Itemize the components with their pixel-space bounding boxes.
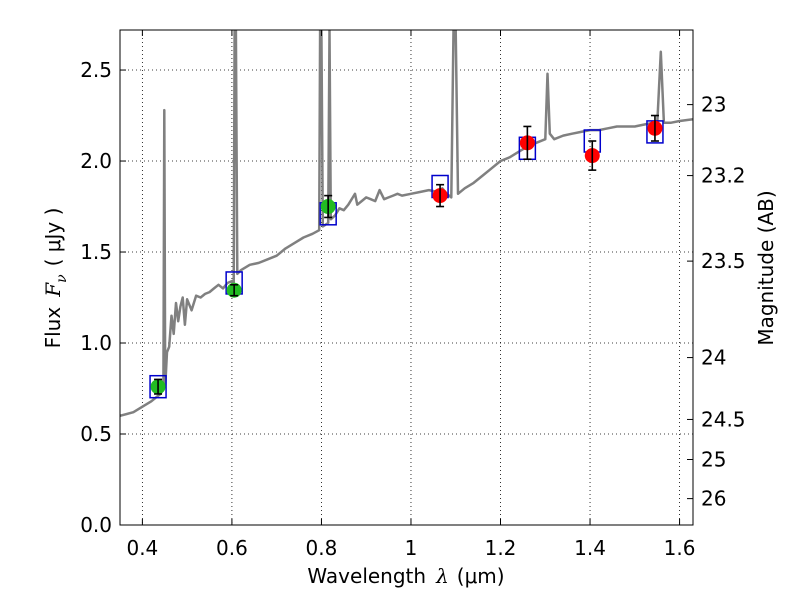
y-axis-title-text: Flux [41, 307, 65, 349]
y2-axis-title: Magnitude (AB) [754, 190, 778, 345]
observed-point-1-1 [519, 125, 535, 161]
observed-point-1-0 [432, 183, 448, 208]
x-tick-label-0: 0.4 [126, 536, 158, 560]
x-tick-label-6: 1.6 [664, 536, 696, 560]
y-tick-label-4: 2.0 [80, 149, 112, 173]
y2-tick-label-1: 23.2 [701, 164, 746, 188]
observed-point-1-3 [647, 114, 663, 142]
y-axis-title: Flux Fν ( μJy ) [41, 208, 70, 349]
model-spectrum-layer [120, 30, 693, 418]
observed-point-0-0 [150, 378, 166, 395]
x-tick-label-2: 0.8 [306, 536, 338, 560]
x-axis-title-text: Wavelength [307, 564, 426, 588]
y-tick-label-1: 0.5 [80, 422, 112, 446]
x-tick-label-5: 1.4 [574, 536, 606, 560]
x-axis-title-symbol: λ [435, 564, 449, 588]
observed-point-0-2 [320, 194, 336, 219]
y-tick-label-5: 2.5 [80, 58, 112, 82]
y-axis-title-subscript: ν [54, 274, 70, 283]
y2-tick-label-5: 25 [701, 447, 726, 471]
y2-tick-label-6: 26 [701, 487, 726, 511]
model-spectrum-line [120, 30, 693, 418]
y-tick-label-3: 1.5 [80, 240, 112, 264]
plot-area [120, 30, 693, 525]
x-axis-title: Wavelength λ (μm) [307, 564, 504, 588]
observed-photometry-layer [150, 114, 663, 395]
x-axis-title-unit: (μm) [457, 564, 505, 588]
y-tick-label-2: 1.0 [80, 331, 112, 355]
y2-tick-label-0: 23 [701, 93, 726, 117]
y2-tick-label-4: 24.5 [701, 407, 746, 431]
x-tick-label-1: 0.6 [216, 536, 248, 560]
plot-frame [119, 29, 694, 526]
x-tick-label-4: 1.2 [485, 536, 517, 560]
y-axis-title-symbol: F [41, 282, 65, 298]
synthetic-band-box-0 [149, 374, 167, 399]
tick-labels: 0.4 0.6 0.8 1 1.2 1.4 1.6 0.0 0.5 1.0 1.5 2.0 2.5 23 2… [80, 58, 745, 560]
grid [120, 30, 693, 526]
observed-point-0-1 [226, 282, 242, 298]
observed-point-1-2 [584, 140, 600, 171]
x-tick-label-3: 1 [405, 536, 418, 560]
y2-tick-label-2: 23.5 [701, 249, 746, 273]
y2-tick-label-3: 24 [701, 346, 726, 370]
axis-ticks [120, 30, 693, 526]
y-axis-title-unit: ( μJy ) [41, 208, 65, 267]
y-tick-label-0: 0.0 [80, 513, 112, 537]
